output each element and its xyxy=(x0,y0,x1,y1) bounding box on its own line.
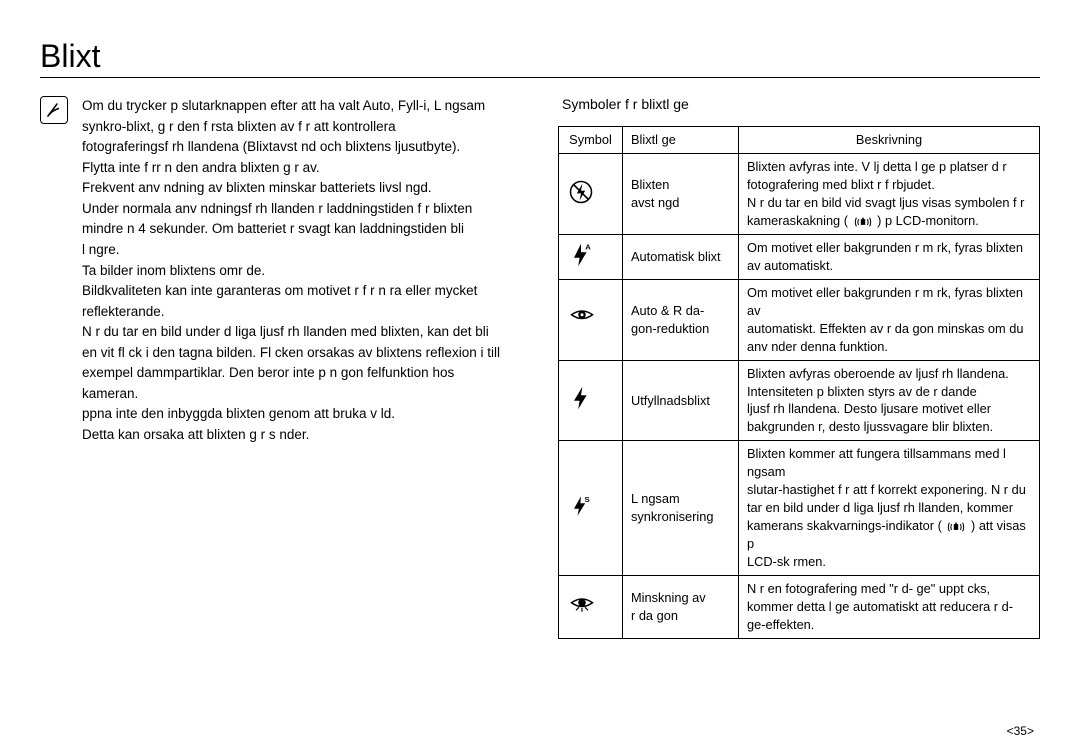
mode-label: avst ngd xyxy=(631,195,679,210)
note-line: ppna inte den inbyggda blixten genom att… xyxy=(82,404,500,424)
desc-line: Blixten kommer att fungera tillsammans m… xyxy=(747,446,1006,479)
note-line: l ngre. xyxy=(82,240,500,260)
mode-label: Auto & R da- xyxy=(631,303,704,318)
note-line: Flytta inte f rr n den andra blixten g r… xyxy=(82,158,500,178)
mode-label: Blixten xyxy=(631,177,669,192)
camera-shake-icon xyxy=(852,212,874,230)
note-line: fotograferingsf rh llandena (Blixtavst n… xyxy=(82,137,500,157)
note-line: Under normala anv ndningsf rh llanden r … xyxy=(82,199,500,219)
desc-cell: Blixten avfyras inte. V lj detta l ge p … xyxy=(739,153,1040,234)
camera-shake-icon xyxy=(945,518,967,536)
right-column: Symboler f r blixtl ge Symbol Blixtl ge … xyxy=(558,96,1040,639)
desc-line: Om motivet eller bakgrunden r m rk, fyra… xyxy=(747,285,1023,318)
note-line: mindre n 4 sekunder. Om batteriet r svag… xyxy=(82,219,500,239)
desc-line: tar en bild under d liga ljusf rh llande… xyxy=(747,500,1013,515)
mode-label: synkronisering xyxy=(631,509,714,524)
desc-line: Om motivet eller bakgrunden r m rk, fyra… xyxy=(747,240,1023,255)
col-header-desc: Beskrivning xyxy=(739,127,1040,154)
note-line: Om du trycker p slutarknappen efter att … xyxy=(82,96,500,116)
desc-cell: Blixten kommer att fungera tillsammans m… xyxy=(739,441,1040,576)
desc-line: Blixten avfyras inte. V lj detta l ge p … xyxy=(747,159,1007,174)
table-row: S L ngsam synkronisering Blixten kommer … xyxy=(559,441,1040,576)
mode-label: gon-reduktion xyxy=(631,321,709,336)
desc-line: automatiskt. Effekten av r da gon minska… xyxy=(747,321,1023,336)
table-row: Minskning av r da gon N r en fotograferi… xyxy=(559,576,1040,639)
table-heading: Symboler f r blixtl ge xyxy=(562,96,1040,112)
svg-text:A: A xyxy=(585,242,591,251)
desc-line: av automatiskt. xyxy=(747,258,833,273)
note-text: Om du trycker p slutarknappen efter att … xyxy=(82,96,500,446)
desc-cell: N r en fotografering med "r d- ge" uppt … xyxy=(739,576,1040,639)
mode-cell: Utfyllnadsblixt xyxy=(623,360,739,441)
col-header-mode: Blixtl ge xyxy=(623,127,739,154)
note-line: Ta bilder inom blixtens omr de. xyxy=(82,261,500,281)
mode-label: r da gon xyxy=(631,608,678,623)
desc-line: Blixten avfyras oberoende av ljusf rh ll… xyxy=(747,366,1009,381)
note-line: Detta kan orsaka att blixten g r s nder. xyxy=(82,425,500,445)
manual-page: Blixt Om du trycker p slutarknappen efte… xyxy=(0,0,1080,746)
mode-label: L ngsam xyxy=(631,491,680,506)
desc-line: ) p LCD-monitorn. xyxy=(877,213,979,228)
desc-line: anv nder denna funktion. xyxy=(747,339,888,354)
svg-text:S: S xyxy=(585,495,590,504)
table-row: Utfyllnadsblixt Blixten avfyras oberoend… xyxy=(559,360,1040,441)
desc-line: N r du tar en bild vid svagt ljus visas … xyxy=(747,195,1024,210)
note-line: kameran. xyxy=(82,384,500,404)
symbol-flash-off-icon xyxy=(559,153,623,234)
desc-line: kommer detta l ge automatiskt att reduce… xyxy=(747,599,1013,614)
desc-line: Intensiteten p blixten styrs av de r dan… xyxy=(747,384,977,399)
desc-line: slutar-hastighet f r att f korrekt expon… xyxy=(747,482,1026,497)
table-row: Blixten avst ngd Blixten avfyras inte. V… xyxy=(559,153,1040,234)
page-number: <35> xyxy=(1007,724,1034,738)
desc-line: kamerans skakvarnings-indikator ( xyxy=(747,518,942,533)
desc-line: bakgrunden r, desto ljussvagare blir bli… xyxy=(747,419,993,434)
desc-line: fotografering med blixt r f rbjudet. xyxy=(747,177,935,192)
table-row: A Automatisk blixt Om motivet eller bakg… xyxy=(559,235,1040,280)
note-line: en vit fl ck i den tagna bilden. Fl cken… xyxy=(82,343,500,363)
symbol-fill-flash-icon xyxy=(559,360,623,441)
desc-cell: Om motivet eller bakgrunden r m rk, fyra… xyxy=(739,280,1040,361)
table-header-row: Symbol Blixtl ge Beskrivning xyxy=(559,127,1040,154)
note-line: reflekterande. xyxy=(82,302,500,322)
desc-line: ge-effekten. xyxy=(747,617,814,632)
col-header-symbol: Symbol xyxy=(559,127,623,154)
mode-cell: Blixten avst ngd xyxy=(623,153,739,234)
table-row: Auto & R da- gon-reduktion Om motivet el… xyxy=(559,280,1040,361)
note-line: Bildkvaliteten kan inte garanteras om mo… xyxy=(82,281,500,301)
desc-line: kameraskakning ( xyxy=(747,213,848,228)
symbol-auto-redeye-icon xyxy=(559,280,623,361)
note-line: Frekvent anv ndning av blixten minskar b… xyxy=(82,178,500,198)
mode-cell: Auto & R da- gon-reduktion xyxy=(623,280,739,361)
mode-label: Minskning av xyxy=(631,590,706,605)
desc-cell: Blixten avfyras oberoende av ljusf rh ll… xyxy=(739,360,1040,441)
desc-line: N r en fotografering med "r d- ge" uppt … xyxy=(747,581,990,596)
desc-cell: Om motivet eller bakgrunden r m rk, fyra… xyxy=(739,235,1040,280)
two-column-layout: Om du trycker p slutarknappen efter att … xyxy=(40,96,1040,639)
title-rule xyxy=(40,77,1040,78)
mode-cell: L ngsam synkronisering xyxy=(623,441,739,576)
note-icon xyxy=(40,96,68,124)
left-column: Om du trycker p slutarknappen efter att … xyxy=(40,96,538,639)
symbol-redeye-fix-icon xyxy=(559,576,623,639)
mode-cell: Minskning av r da gon xyxy=(623,576,739,639)
note-line: synkro-blixt, g r den f rsta blixten av … xyxy=(82,117,500,137)
symbol-slow-sync-icon: S xyxy=(559,441,623,576)
desc-line: ljusf rh llandena. Desto ljusare motivet… xyxy=(747,401,991,416)
symbol-auto-flash-icon: A xyxy=(559,235,623,280)
page-title: Blixt xyxy=(40,38,1040,75)
flash-modes-table: Symbol Blixtl ge Beskrivning Blixten xyxy=(558,126,1040,639)
note-line: N r du tar en bild under d liga ljusf rh… xyxy=(82,322,500,342)
mode-cell: Automatisk blixt xyxy=(623,235,739,280)
note-line: exempel dammpartiklar. Den beror inte p … xyxy=(82,363,500,383)
desc-line: LCD-sk rmen. xyxy=(747,554,826,569)
